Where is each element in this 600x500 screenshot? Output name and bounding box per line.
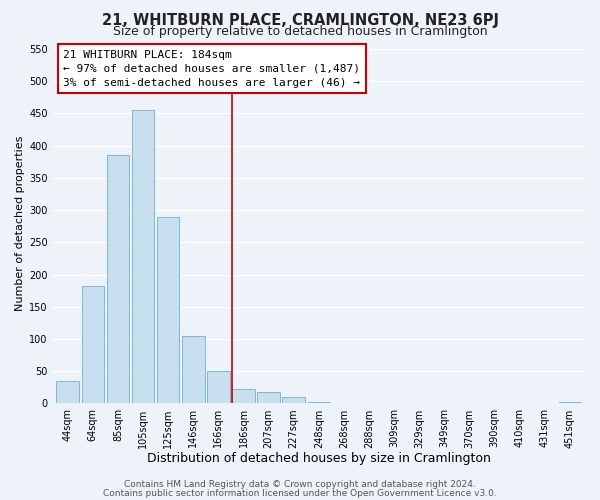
Bar xyxy=(132,110,154,404)
Y-axis label: Number of detached properties: Number of detached properties xyxy=(15,136,25,310)
Bar xyxy=(559,402,581,404)
Text: Size of property relative to detached houses in Cramlington: Size of property relative to detached ho… xyxy=(113,25,487,38)
Bar xyxy=(56,381,79,404)
Bar xyxy=(82,286,104,404)
Bar xyxy=(283,397,305,404)
Bar xyxy=(332,403,355,404)
Bar xyxy=(257,392,280,404)
Text: 21 WHITBURN PLACE: 184sqm
← 97% of detached houses are smaller (1,487)
3% of sem: 21 WHITBURN PLACE: 184sqm ← 97% of detac… xyxy=(63,50,360,88)
Bar xyxy=(308,402,330,404)
X-axis label: Distribution of detached houses by size in Cramlington: Distribution of detached houses by size … xyxy=(147,452,491,465)
Bar xyxy=(107,156,129,404)
Bar xyxy=(157,216,179,404)
Text: 21, WHITBURN PLACE, CRAMLINGTON, NE23 6PJ: 21, WHITBURN PLACE, CRAMLINGTON, NE23 6P… xyxy=(101,12,499,28)
Bar xyxy=(207,371,230,404)
Text: Contains public sector information licensed under the Open Government Licence v3: Contains public sector information licen… xyxy=(103,488,497,498)
Bar xyxy=(182,336,205,404)
Text: Contains HM Land Registry data © Crown copyright and database right 2024.: Contains HM Land Registry data © Crown c… xyxy=(124,480,476,489)
Bar xyxy=(232,390,255,404)
